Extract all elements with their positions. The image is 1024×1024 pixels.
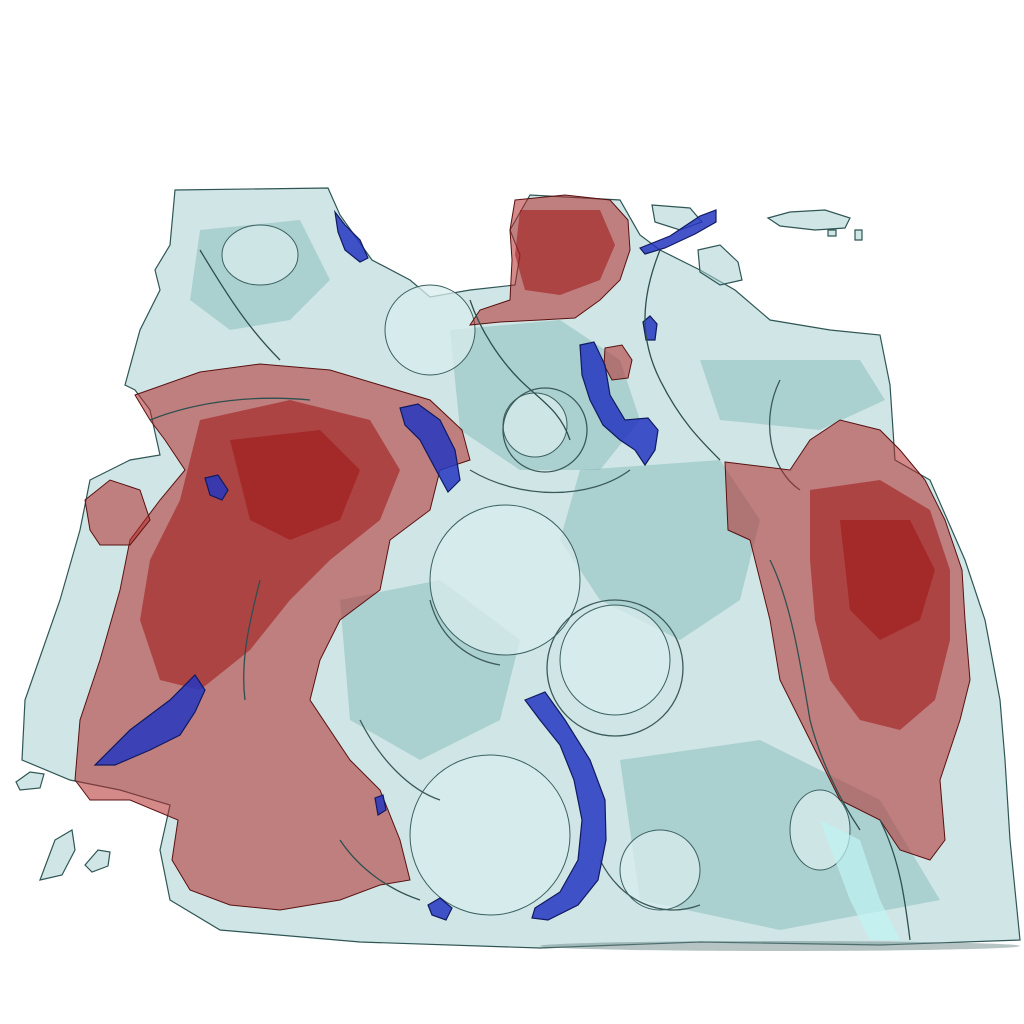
neutral-ring-7 <box>359 719 441 801</box>
outline-6 <box>339 839 421 901</box>
neutral-cavity-3 <box>559 604 671 716</box>
negative-lower-arc <box>524 691 607 921</box>
ground-shadow <box>540 941 1020 951</box>
negative-left-hook <box>93 674 206 766</box>
positive-left-fragment <box>84 479 151 546</box>
negative-upper-mid <box>579 341 659 467</box>
neutral-flake-2 <box>697 244 743 286</box>
outline-strokes <box>149 249 911 941</box>
negative-isosurface <box>93 209 717 921</box>
neutral-shade-3 <box>560 460 760 640</box>
neutral-flake-6 <box>39 829 76 881</box>
negative-top-streak <box>639 209 717 255</box>
outline-3 <box>644 249 721 461</box>
neutral-cavity-2 <box>409 754 571 916</box>
neutral-flake-7 <box>84 849 111 873</box>
neutral-cavity-5 <box>384 284 476 376</box>
negative-lower-small-1 <box>374 794 387 816</box>
neutral-flake-4 <box>854 229 863 241</box>
outline-2 <box>469 299 571 441</box>
neutral-flake-1 <box>766 209 851 231</box>
neutral-highlight <box>820 820 900 940</box>
outline-8 <box>149 397 311 421</box>
positive-left-core-2 <box>230 430 360 540</box>
neutral-shade-6 <box>700 360 885 430</box>
neutral-ring-6 <box>469 469 631 494</box>
positive-top-core <box>515 210 615 295</box>
neutral-ring-4 <box>599 859 701 911</box>
negative-mid-left <box>204 474 229 501</box>
outline-1 <box>199 249 281 361</box>
neutral-ring-2 <box>502 387 588 473</box>
neutral-flake-5 <box>827 229 837 237</box>
negative-lower-small-2 <box>427 897 453 921</box>
neutral-ring-3 <box>429 599 501 666</box>
positive-right-core-2 <box>840 520 935 640</box>
neutral-cavity-7 <box>221 224 299 286</box>
neutral-cavity-6 <box>619 829 701 911</box>
neutral-ring-1 <box>546 599 684 737</box>
outline-7 <box>879 819 911 941</box>
positive-isosurface <box>74 194 971 911</box>
outline-4 <box>243 579 261 701</box>
negative-upper-left <box>399 403 461 493</box>
neutral-cavity-1 <box>429 504 581 656</box>
neutral-flake-8 <box>15 771 45 791</box>
outline-5 <box>769 559 861 831</box>
negative-top-left <box>334 209 369 263</box>
